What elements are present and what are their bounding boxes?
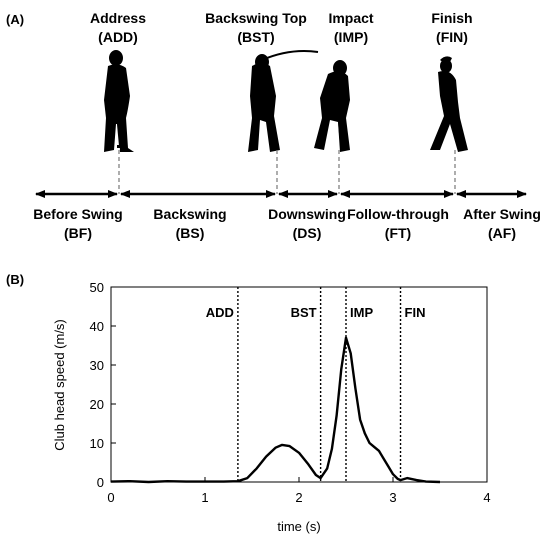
event-impact-name: Impact [328,10,373,26]
golfer-finish-silhouette [430,56,468,152]
panel-a-label: (A) [6,12,24,27]
phase-backswing-name: Backswing [153,206,226,222]
x-tick-label: 1 [201,490,208,505]
event-backswing-top-abbr: (BST) [237,29,274,45]
phase-follow-through-name: Follow-through [347,206,449,222]
event-label-fin: FIN [405,305,426,320]
event-lines: ADD BST IMP FIN [206,287,426,482]
x-axis-label: time (s) [277,519,320,534]
event-finish-abbr: (FIN) [436,29,468,45]
event-label-add: ADD [206,305,234,320]
event-impact: Impact (IMP) [328,10,373,45]
event-label-bst: BST [291,305,317,320]
y-axis-label: Club head speed (m/s) [52,319,67,451]
phase-after-swing-name: After Swing [463,206,541,222]
series-line-club-head-speed [110,336,441,484]
x-axis: 0 1 2 3 4 [107,477,491,505]
phase-before-swing-name: Before Swing [33,206,122,222]
x-tick-label: 4 [483,490,490,505]
event-impact-abbr: (IMP) [334,29,368,45]
x-tick-label: 3 [389,490,396,505]
golfer-impact-silhouette [314,60,350,152]
panel-b-label: (B) [6,272,24,287]
phase-before-swing-abbr: (BF) [64,225,92,241]
phase-backswing-abbr: (BS) [176,225,205,241]
golfer-address-silhouette [104,50,134,152]
x-tick-label: 2 [295,490,302,505]
golfer-backswing-top-silhouette [248,50,319,152]
event-backswing-top: Backswing Top (BST) [205,10,307,45]
y-tick-label: 30 [90,358,104,373]
y-axis: 0 10 20 30 40 50 [90,280,116,490]
y-tick-label: 20 [90,397,104,412]
x-tick-label: 0 [107,490,114,505]
event-address: Address (ADD) [90,10,146,45]
event-backswing-top-name: Backswing Top [205,10,307,26]
event-address-name: Address [90,10,146,26]
phase-follow-through-abbr: (FT) [385,225,411,241]
event-finish-name: Finish [431,10,472,26]
event-label-imp: IMP [350,305,373,320]
phase-after-swing-abbr: (AF) [488,225,516,241]
y-tick-label: 0 [97,475,104,490]
y-tick-label: 40 [90,319,104,334]
event-address-abbr: (ADD) [98,29,138,45]
phase-downswing-name: Downswing [268,206,346,222]
speed-chart: 0 10 20 30 40 50 0 1 2 3 4 ADD BST IMP FIN Club head… [52,280,491,534]
phase-downswing-abbr: (DS) [293,225,322,241]
event-finish: Finish (FIN) [431,10,472,45]
y-tick-label: 50 [90,280,104,295]
y-tick-label: 10 [90,436,104,451]
